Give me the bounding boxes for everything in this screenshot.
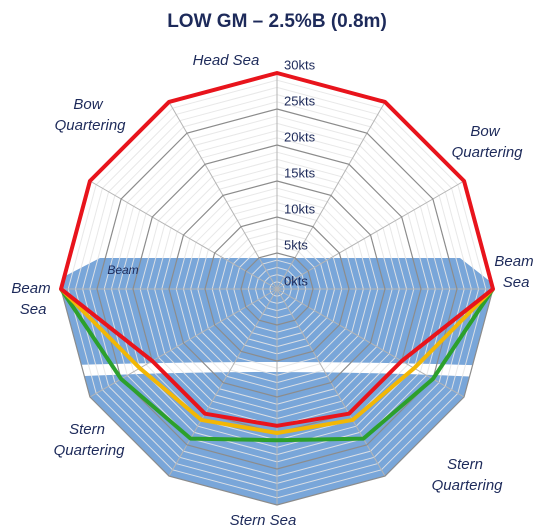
grid-ring: [96, 108, 458, 470]
category-label: Stern Quartering: [49, 421, 125, 459]
grid-ring: [204, 216, 350, 362]
label-line: Stern: [447, 456, 483, 473]
label-line: Beam: [494, 253, 533, 270]
category-label: Beam Sea: [11, 280, 50, 318]
label-line: Quartering: [427, 477, 503, 494]
category-label: Head Sea: [193, 52, 260, 69]
grid-ring: [240, 252, 314, 326]
grid-ring: [168, 180, 386, 398]
annotation: Beam: [107, 263, 138, 277]
label-line: Stern: [69, 421, 105, 438]
label-line: Quartering: [50, 117, 126, 134]
r-tick-label: 15kts: [284, 165, 316, 180]
series-line: [59, 287, 495, 443]
label-line: Quartering: [49, 442, 125, 459]
category-label: Beam Sea: [494, 253, 533, 291]
r-tick-label: 10kts: [284, 201, 316, 216]
series-line: [59, 71, 495, 428]
r-tick-label: 25kts: [284, 93, 316, 108]
r-tick-label: 5kts: [284, 237, 308, 252]
category-label: Stern Quartering: [427, 456, 503, 494]
r-tick-label: 20kts: [284, 129, 316, 144]
category-label: Bow Quartering: [50, 96, 126, 134]
label-line: Quartering: [447, 144, 523, 161]
r-tick-label: 0kts: [284, 273, 308, 288]
label-line: Sea: [499, 274, 530, 291]
label-line: Bow: [73, 96, 103, 113]
series-line: [59, 287, 495, 435]
zone: [61, 258, 493, 366]
label-line: Bow: [470, 123, 500, 140]
label-line: Beam: [11, 280, 50, 297]
category-label: Stern Sea: [230, 512, 297, 529]
chart-title: LOW GM – 2.5%B (0.8m): [167, 11, 387, 32]
r-tick-label: 30kts: [284, 57, 316, 72]
category-label: Bow Quartering: [447, 123, 523, 161]
label-line: Sea: [16, 301, 47, 318]
